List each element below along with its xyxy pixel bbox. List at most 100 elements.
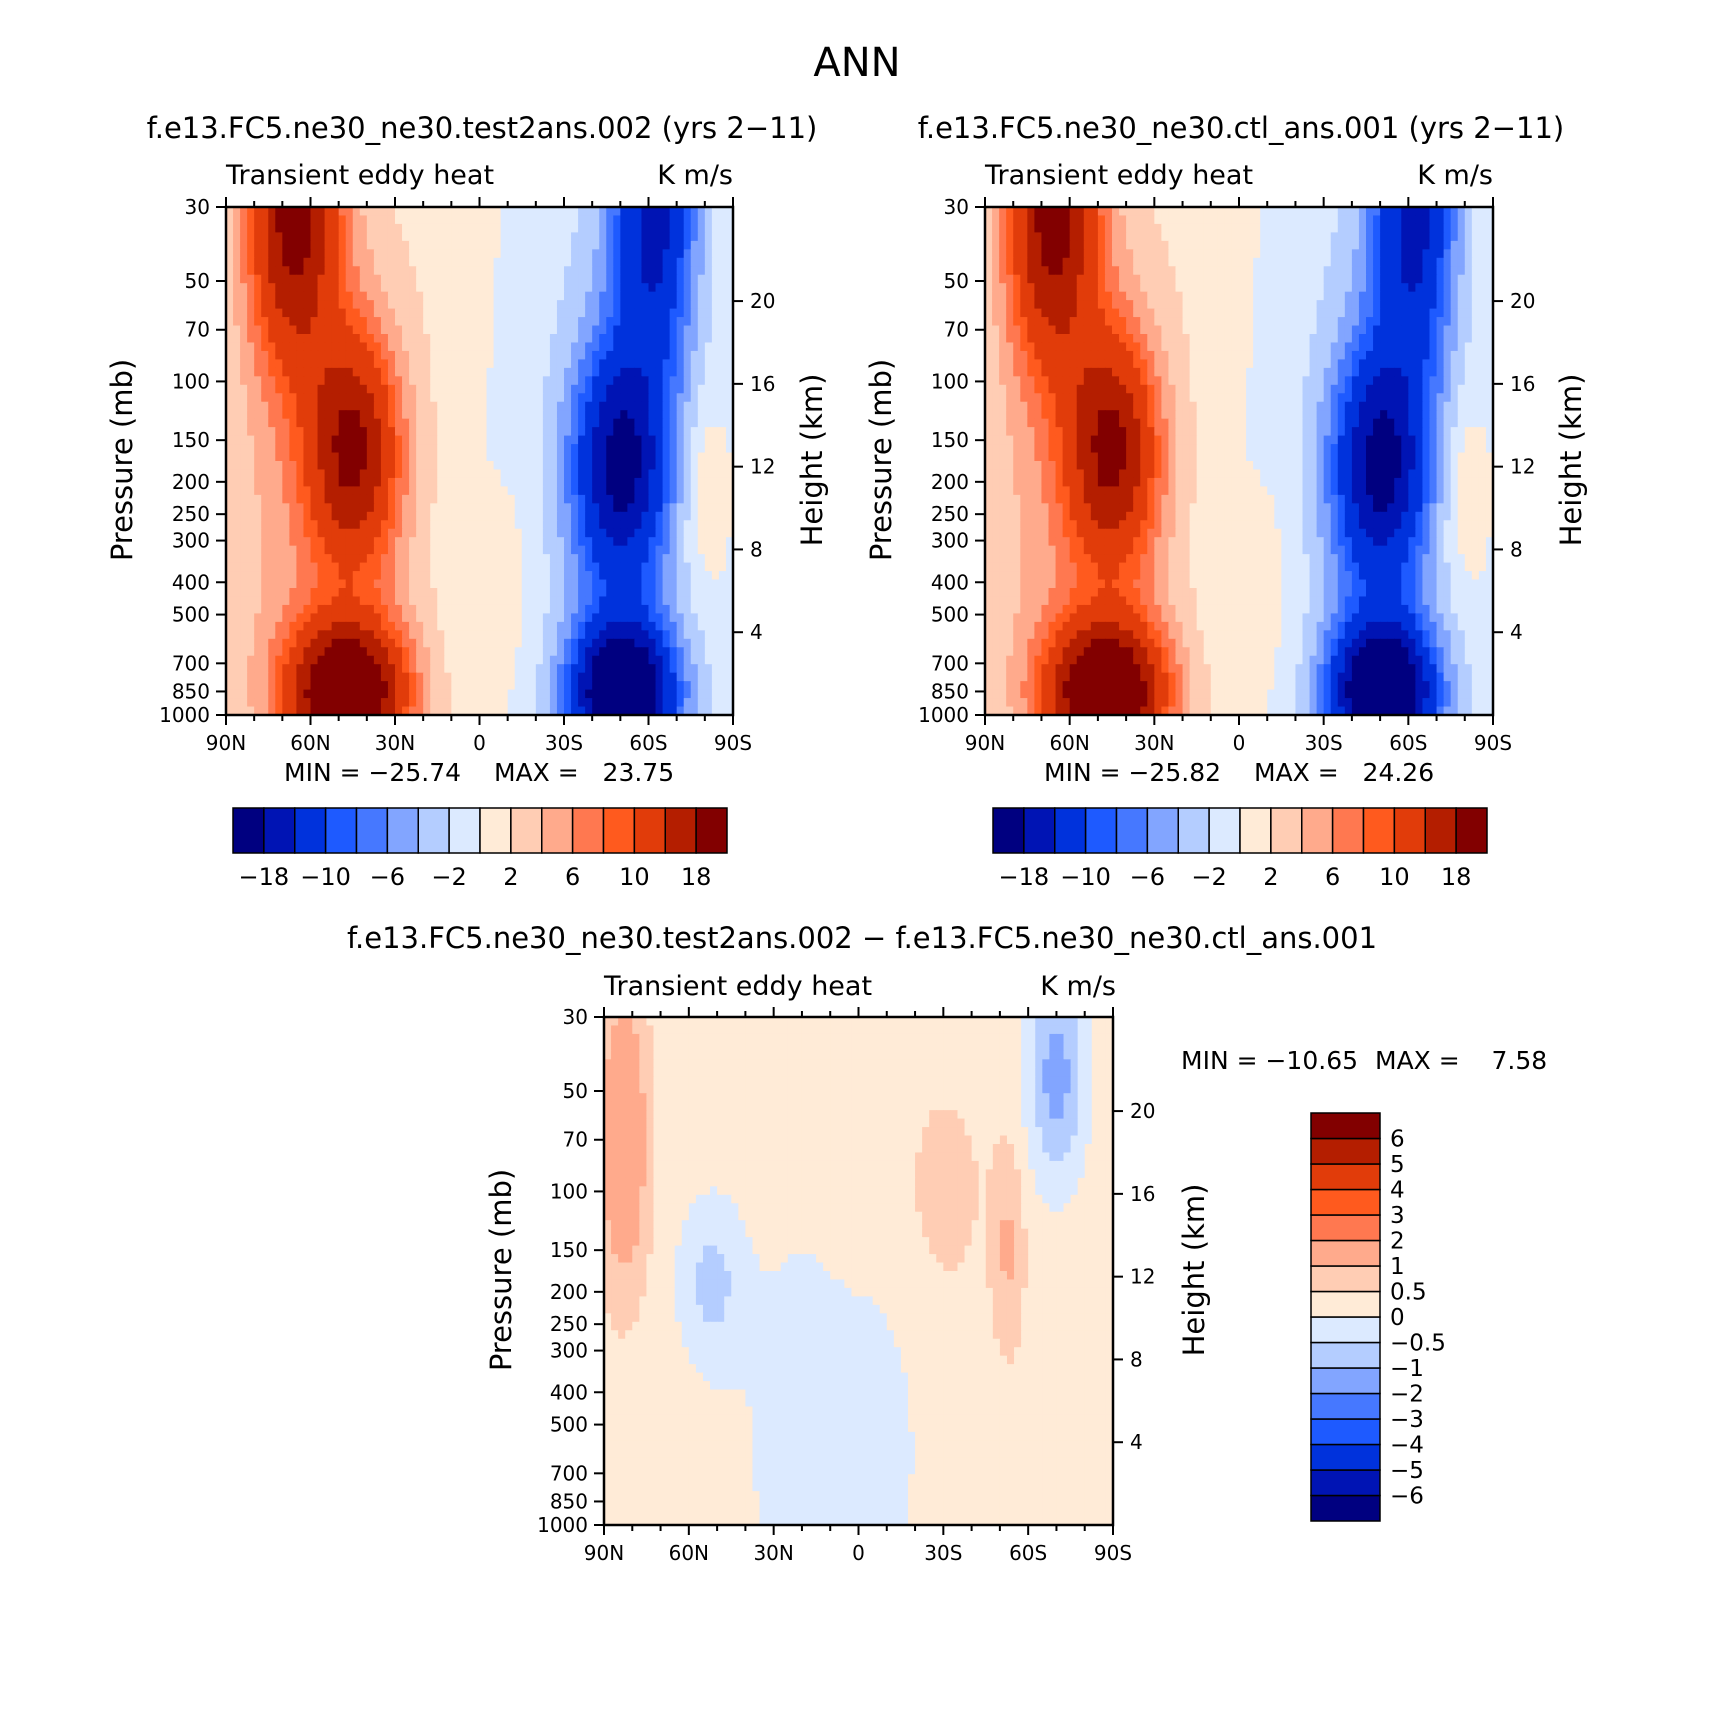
field-cell [444,664,452,673]
field-cell [465,385,473,394]
field-cell [627,359,635,368]
field-cell [275,630,283,639]
field-cell [332,309,340,318]
field-cell [698,639,706,648]
field-cell [254,342,262,351]
field-cell [451,376,459,385]
field-cell [332,351,340,360]
field-cell [719,410,727,419]
field-cell [634,486,642,495]
field-cell [564,681,572,690]
field-cell [360,613,368,622]
field-cell [719,224,727,233]
field-cell [240,469,248,478]
field-cell [275,681,283,690]
field-cell [437,342,445,351]
field-cell [599,698,607,707]
field-cell [480,639,488,648]
field-cell [620,681,628,690]
field-cell [684,529,692,538]
field-cell [536,402,544,411]
field-cell [472,673,480,682]
field-cell [543,300,551,309]
field-cell [247,630,255,639]
field-cell [515,359,523,368]
height-tick-label: 8 [750,537,763,561]
field-cell [275,232,283,241]
field-cell [1366,258,1374,267]
field-cell [268,207,276,216]
field-cell [1345,241,1353,250]
field-cell [289,588,297,597]
field-cell [1232,207,1240,216]
field-cell [691,588,699,597]
field-cell [353,580,361,589]
field-cell [1387,241,1395,250]
field-cell [325,486,333,495]
field-cell [670,588,678,597]
field-cell [318,410,326,419]
field-cell [1366,232,1374,241]
field-cell [416,478,424,487]
field-cell [388,664,396,673]
field-cell [240,393,248,402]
field-cell [416,639,424,648]
field-cell [339,537,347,546]
field-cell [508,309,516,318]
field-cell [719,698,727,707]
field-cell [367,351,375,360]
field-cell [451,342,459,351]
field-cell [670,376,678,385]
field-cell [296,402,304,411]
field-cell [268,461,276,470]
field-cell [289,376,297,385]
field-cell [691,622,699,631]
field-cell [712,317,720,326]
field-cell [649,334,657,343]
field-cell [360,673,368,682]
field-cell [613,622,621,631]
field-cell [1253,241,1261,250]
field-cell [1077,215,1085,224]
field-cell [606,690,614,699]
field-cell [585,605,593,614]
field-cell [585,529,593,538]
field-cell [494,681,502,690]
field-cell [325,326,333,335]
field-cell [268,546,276,555]
field-cell [332,554,340,563]
field-cell [311,571,319,580]
field-cell [480,554,488,563]
field-cell [339,673,347,682]
field-cell [719,690,727,699]
field-cell [705,622,713,631]
field-cell [339,334,347,343]
field-cell [557,529,565,538]
field-cell [1394,232,1402,241]
field-cell [1098,258,1106,267]
field-cell [233,520,241,529]
field-cell [1303,266,1311,275]
field-cell [529,258,537,267]
field-cell [451,385,459,394]
field-cell [571,436,579,445]
field-cell [1352,224,1360,233]
field-cell [1422,215,1430,224]
field-cell [501,630,509,639]
field-cell [487,630,495,639]
field-cell [592,681,600,690]
field-cell [691,529,699,538]
field-cell [346,419,354,428]
field-cell [458,444,466,453]
field-cell [430,275,438,284]
field-cell [254,249,262,258]
field-cell [550,478,558,487]
field-cell [240,622,248,631]
field-cell [656,698,664,707]
field-cell [395,393,403,402]
field-cell [430,639,438,648]
field-cell [1027,241,1035,250]
field-cell [508,673,516,682]
field-cell [289,647,297,656]
field-cell [388,613,396,622]
